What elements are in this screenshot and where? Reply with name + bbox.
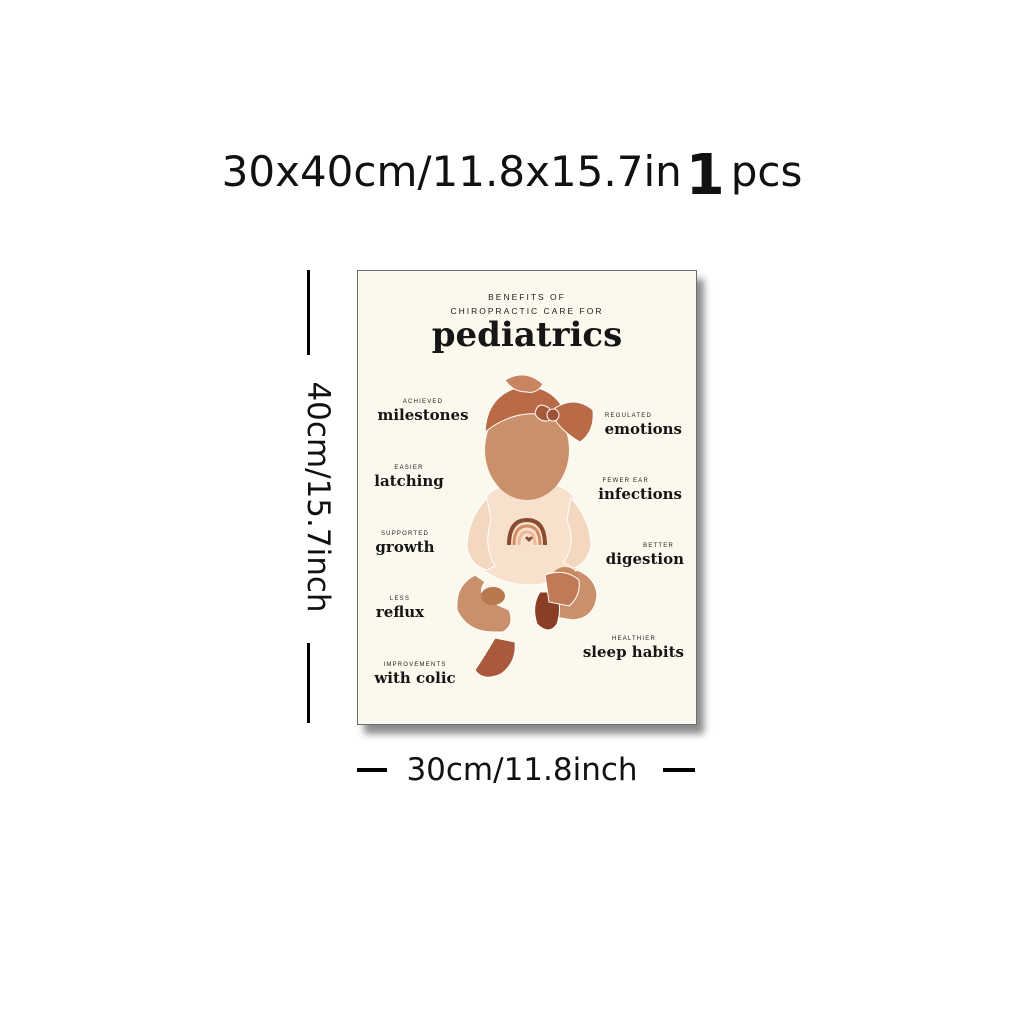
benefit-caption: HEALTHIER: [611, 636, 656, 642]
benefit-label: with colic: [374, 669, 456, 687]
benefit-label: emotions: [604, 420, 682, 438]
benefit-caption: EASIER: [394, 465, 424, 471]
benefit-label: reflux: [375, 603, 425, 621]
size-text: 30x40cm/11.8x15.7in: [221, 147, 682, 196]
benefit-label: infections: [598, 485, 682, 503]
benefit-caption: SUPPORTED: [380, 531, 430, 537]
benefit-caption: LESS: [389, 596, 411, 602]
benefit-caption: FEWER EAR: [602, 478, 649, 484]
benefit-label: latching: [374, 472, 444, 490]
benefit-emotions: REGULATED emotions: [552, 412, 682, 438]
benefit-caption: ACHIEVED: [402, 399, 444, 405]
baby-illustration: [456, 374, 598, 678]
benefit-caption: REGULATED: [604, 413, 652, 419]
width-label: 30cm/11.8inch: [406, 752, 638, 788]
poster-pretitle-line1: BENEFITS OF: [488, 292, 566, 302]
benefit-label: milestones: [377, 406, 469, 424]
benefit-label: sleep habits: [582, 643, 684, 661]
poster-title: pediatrics: [431, 315, 623, 355]
benefit-colic: IMPROVEMENTS with colic: [350, 661, 480, 687]
poster-pretitle-line2: CHIROPRACTIC CARE FOR: [450, 306, 604, 316]
benefit-caption: BETTER: [643, 543, 674, 549]
width-marker-right: [663, 768, 695, 772]
benefit-latching: EASIER latching: [344, 464, 474, 490]
benefit-milestones: ACHIEVED milestones: [358, 398, 488, 424]
benefit-caption: IMPROVEMENTS: [383, 662, 447, 668]
benefit-infections: FEWER EAR infections: [552, 477, 682, 503]
benefit-sleep-habits: HEALTHIER sleep habits: [554, 635, 684, 661]
height-label: 40cm/15.7inch: [300, 381, 336, 613]
height-marker-top: [307, 270, 310, 355]
width-marker-left: [357, 768, 387, 772]
poster: BENEFITS OF CHIROPRACTIC CARE FOR pediat…: [357, 270, 697, 725]
benefit-label: digestion: [605, 550, 684, 568]
benefit-label: growth: [375, 538, 435, 556]
benefit-digestion: BETTER digestion: [554, 542, 684, 568]
height-marker-bottom: [307, 643, 310, 723]
piece-unit: pcs: [730, 147, 803, 196]
product-size-header: 30x40cm/11.8x15.7in1 pcs: [0, 135, 1024, 208]
benefit-growth: SUPPORTED growth: [340, 530, 470, 556]
piece-count: 1: [685, 143, 725, 208]
benefit-reflux: LESS reflux: [335, 595, 465, 621]
